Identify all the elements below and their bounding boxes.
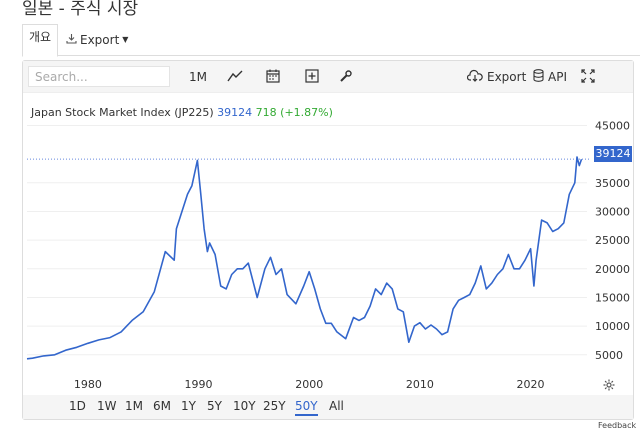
y-tick-label: 35000 xyxy=(595,177,630,190)
download-icon xyxy=(66,28,77,52)
tab-bar: 개요 Export ▼ xyxy=(22,24,640,57)
range-button-25y[interactable]: 25Y xyxy=(263,399,286,413)
last-value-badge: 39124 xyxy=(594,146,632,162)
y-tick-label: 25000 xyxy=(595,234,630,247)
fullscreen-button[interactable] xyxy=(581,68,595,86)
range-button-1y[interactable]: 1Y xyxy=(181,399,196,413)
caret-down-icon: ▼ xyxy=(122,35,129,44)
tab-overview[interactable]: 개요 xyxy=(22,24,58,57)
calendar-icon xyxy=(266,69,280,86)
y-tick-label: 15000 xyxy=(595,291,630,304)
line-chart: 5000 10000 15000 20000 25000 30000 35000 45000 1… xyxy=(26,119,630,391)
legend-change: 718 (+1.87%) xyxy=(255,106,333,119)
chart-area: 5000 10000 15000 20000 25000 30000 35000 45000 1… xyxy=(23,94,633,394)
series-line xyxy=(26,156,583,360)
range-selector: 1D 1W 1M 6M 1Y 5Y 10Y 25Y 50Y All xyxy=(23,395,633,419)
y-tick-label: 30000 xyxy=(595,205,630,218)
chart-panel: 1M Export API 5000 10000 15000 20000 25000 30… xyxy=(22,60,634,420)
search-input[interactable] xyxy=(28,66,170,87)
range-button-50y[interactable]: 50Y xyxy=(295,399,318,416)
y-tick-label: 10000 xyxy=(595,320,630,333)
plus-box-icon xyxy=(305,68,319,86)
chart-toolbar: 1M Export API xyxy=(23,61,633,93)
x-tick-label: 2020 xyxy=(517,378,545,391)
range-button-1w[interactable]: 1W xyxy=(97,399,117,413)
range-button-10y[interactable]: 10Y xyxy=(233,399,256,413)
gear-icon[interactable] xyxy=(603,376,615,395)
x-tick-label: 2000 xyxy=(295,378,323,391)
page-title: 일본 - 주식 시장 xyxy=(22,0,139,19)
line-chart-button[interactable] xyxy=(227,68,243,86)
export-button-label: Export xyxy=(487,70,527,84)
calendar-button[interactable] xyxy=(266,68,280,86)
range-button-1m[interactable]: 1M xyxy=(125,399,143,413)
legend-value: 39124 xyxy=(217,106,253,119)
export-button[interactable]: Export xyxy=(466,68,527,86)
settings-button[interactable] xyxy=(339,68,353,86)
line-chart-icon xyxy=(227,69,243,86)
cloud-download-icon xyxy=(466,69,483,85)
legend-series-name: Japan Stock Market Index (JP225) xyxy=(31,106,214,119)
range-button-6m[interactable]: 6M xyxy=(153,399,171,413)
x-tick-label: 1980 xyxy=(74,378,102,391)
export-label: Export xyxy=(80,33,120,47)
range-button-1d[interactable]: 1D xyxy=(69,399,86,413)
interval-label: 1M xyxy=(189,70,207,84)
range-button-all[interactable]: All xyxy=(329,399,344,413)
y-tick-label: 5000 xyxy=(595,349,623,362)
add-indicator-button[interactable] xyxy=(305,68,319,86)
feedback-link[interactable]: Feedback xyxy=(598,421,637,430)
interval-button[interactable]: 1M xyxy=(189,68,207,86)
range-button-5y[interactable]: 5Y xyxy=(207,399,222,413)
fullscreen-icon xyxy=(581,68,595,86)
api-button[interactable]: API xyxy=(533,68,567,86)
api-button-label: API xyxy=(548,70,567,84)
chart-legend: Japan Stock Market Index (JP225) 39124 7… xyxy=(31,106,333,119)
x-tick-label: 2010 xyxy=(406,378,434,391)
database-icon xyxy=(533,69,544,85)
tab-export-dropdown[interactable]: Export ▼ xyxy=(66,24,128,56)
x-tick-label: 1990 xyxy=(185,378,213,391)
wrench-icon xyxy=(339,69,353,86)
y-tick-label: 45000 xyxy=(595,119,630,132)
y-tick-label: 20000 xyxy=(595,263,630,276)
